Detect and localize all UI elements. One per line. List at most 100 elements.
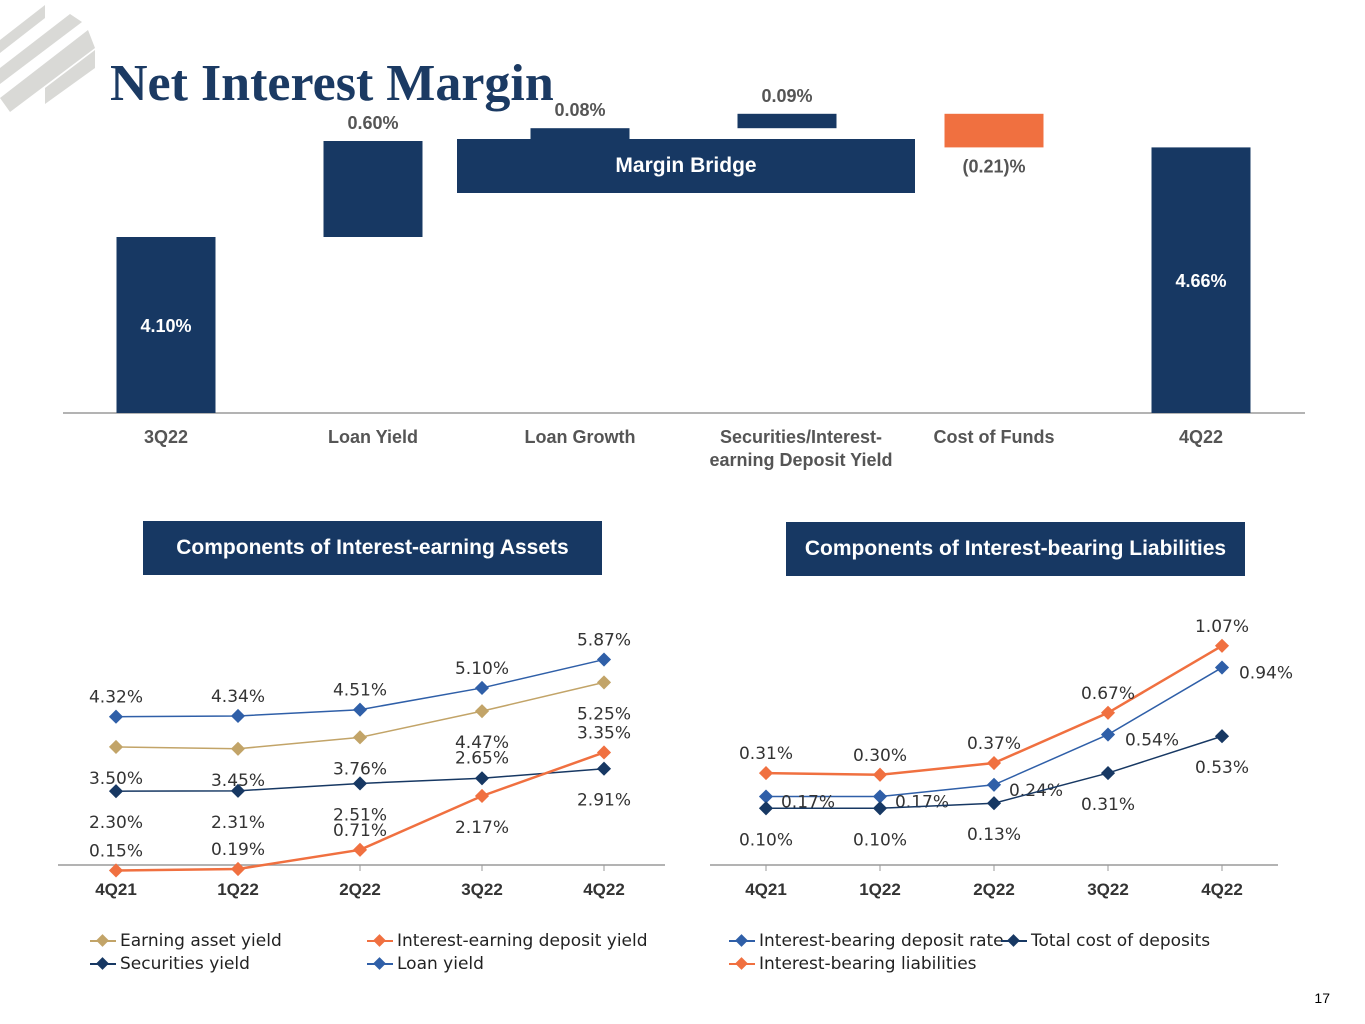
data-label: 0.60% <box>347 113 398 133</box>
assets-heading: Components of Interest-earning Assets <box>143 521 602 575</box>
data-label: 4.34% <box>211 687 265 707</box>
data-label: 0.31% <box>739 744 793 764</box>
data-point <box>758 801 774 816</box>
data-label: 0.08% <box>554 100 605 120</box>
assets-line-chart: 4Q21 1Q22 2Q22 3Q22 4Q22 4.32% 4.34% 4.51% 5.10%… <box>58 631 665 899</box>
x-tick-label: 4Q22 <box>1201 880 1243 899</box>
legend-label: Interest-bearing liabilities <box>759 954 977 974</box>
legend-label: Total cost of deposits <box>1031 931 1211 951</box>
data-point <box>986 777 1002 792</box>
data-point <box>758 789 774 804</box>
data-point <box>1100 766 1116 781</box>
data-label: 4.51% <box>333 681 387 701</box>
data-label: 0.53% <box>1195 758 1249 778</box>
data-label: 0.10% <box>853 830 907 850</box>
data-label: 0.67% <box>1081 684 1135 704</box>
data-label: (0.21)% <box>962 156 1025 176</box>
data-label: 0.54% <box>1125 731 1179 751</box>
data-label: 0.17% <box>895 793 949 813</box>
data-label: 2.30% <box>89 813 143 833</box>
series-line <box>765 644 1223 777</box>
data-label: 1.07% <box>1195 617 1249 637</box>
data-point <box>596 652 612 667</box>
legend-item: Total cost of deposits <box>1001 931 1210 951</box>
data-point <box>352 776 368 791</box>
data-label: 2.65% <box>455 748 509 768</box>
data-label: 2.17% <box>455 818 509 838</box>
data-label: 5.25% <box>577 704 631 724</box>
margin-bridge-heading: Margin Bridge <box>457 139 915 193</box>
data-label: 4.10% <box>140 316 191 336</box>
legend-label: Interest-earning deposit yield <box>397 931 648 951</box>
data-point <box>474 704 490 719</box>
data-point <box>474 771 490 786</box>
data-label: 3.76% <box>333 759 387 779</box>
x-tick-label: 4Q21 <box>745 880 787 899</box>
data-label: 3.35% <box>577 723 631 743</box>
legend-marker <box>729 934 755 948</box>
bar <box>116 237 216 413</box>
data-point <box>758 766 774 781</box>
data-label: 4.32% <box>89 688 143 708</box>
legend-item: Loan yield <box>367 954 484 974</box>
data-point <box>872 789 888 804</box>
category-label: earning Deposit Yield <box>709 450 892 470</box>
data-label: 0.17% <box>781 793 835 813</box>
legend-label: Earning asset yield <box>120 931 282 951</box>
legend-item: Interest-bearing deposit rate <box>729 931 1004 951</box>
data-point <box>352 842 368 857</box>
data-label: 0.09% <box>761 86 812 106</box>
legend-marker <box>729 957 755 971</box>
x-tick-label: 1Q22 <box>859 880 901 899</box>
data-point <box>596 745 612 760</box>
category-label: 4Q22 <box>1179 427 1223 447</box>
data-point <box>1214 729 1230 744</box>
data-point <box>1100 727 1116 742</box>
data-label: 0.10% <box>739 830 793 850</box>
data-point <box>108 709 124 724</box>
data-label: 4.47% <box>455 733 509 753</box>
data-point <box>230 708 246 724</box>
data-label: 5.10% <box>455 659 509 679</box>
data-label: 4.66% <box>1175 271 1226 291</box>
legend-marker <box>1001 934 1027 948</box>
data-point <box>596 761 612 776</box>
liabilities-heading: Components of Interest-bearing Liabiliti… <box>786 522 1245 576</box>
data-point <box>872 767 888 782</box>
x-tick-label: 2Q22 <box>973 880 1015 899</box>
data-label: 0.31% <box>1081 795 1135 815</box>
company-logo <box>0 5 95 112</box>
data-label: 0.94% <box>1239 664 1293 684</box>
bar <box>323 141 423 237</box>
data-point <box>1214 660 1230 675</box>
category-label: Securities/Interest- <box>720 427 882 447</box>
data-label: 0.30% <box>853 746 907 766</box>
legend-marker <box>367 957 393 971</box>
data-label: 0.13% <box>967 825 1021 845</box>
page-number: 17 <box>1314 990 1330 1006</box>
data-point <box>986 796 1002 811</box>
bar <box>1151 147 1251 413</box>
legend-label: Loan yield <box>397 954 484 974</box>
legend-item: Securities yield <box>90 954 250 974</box>
margin-bridge-chart: 4.10% 3Q22 0.60% Loan Yield 0.08% Loan Growth… <box>63 86 1305 470</box>
data-point <box>230 741 246 756</box>
category-label: Loan Growth <box>525 427 636 447</box>
legend-label: Securities yield <box>120 954 250 974</box>
bar <box>944 113 1044 148</box>
legend-label: Interest-bearing deposit rate <box>759 931 1004 951</box>
category-label: Loan Yield <box>328 427 418 447</box>
x-tick-label: 4Q22 <box>583 880 625 899</box>
data-point <box>108 784 124 799</box>
data-point <box>352 730 368 745</box>
data-label: 3.50% <box>89 769 143 789</box>
legend-marker <box>90 957 116 971</box>
bar <box>737 113 837 129</box>
data-point <box>108 739 124 755</box>
data-label: 0.71% <box>333 821 387 841</box>
data-label: 2.51% <box>333 805 387 825</box>
legend-item: Earning asset yield <box>90 931 282 951</box>
page-title: Net Interest Margin <box>110 55 554 112</box>
legend-item: Interest-earning deposit yield <box>367 931 648 951</box>
